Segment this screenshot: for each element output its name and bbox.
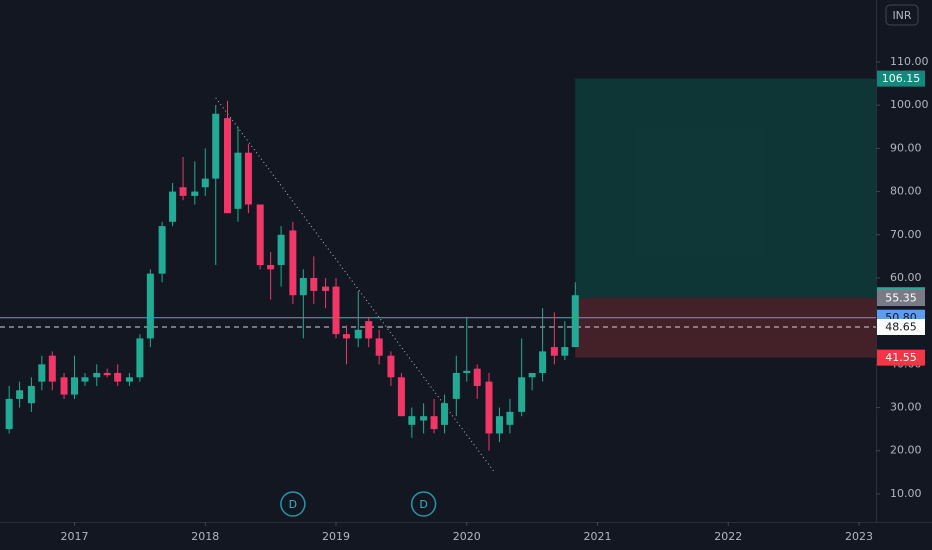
candle-body xyxy=(223,118,231,214)
x-tick-label: 2019 xyxy=(322,530,350,543)
y-tick-label: 80.00 xyxy=(890,185,922,198)
currency-label: INR xyxy=(892,9,911,22)
candle-body xyxy=(539,351,547,373)
candle-body xyxy=(463,370,471,373)
candle-body xyxy=(125,377,133,382)
candle-body xyxy=(5,398,13,430)
candle-body xyxy=(256,204,264,265)
x-tick-label: 2021 xyxy=(584,530,612,543)
candle-body xyxy=(81,377,89,382)
candle-body xyxy=(506,411,514,425)
candle-body xyxy=(452,372,460,399)
candle-body xyxy=(114,372,122,382)
y-tick-label: 10.00 xyxy=(890,487,922,500)
candle-body xyxy=(322,286,330,291)
currency-box[interactable] xyxy=(885,4,919,26)
candle-body xyxy=(387,355,395,378)
candle-body xyxy=(103,372,111,376)
candle-body xyxy=(244,152,252,205)
candle-body xyxy=(495,416,503,434)
price-label: 55.35 xyxy=(885,292,917,305)
y-tick-label: 70.00 xyxy=(890,228,922,241)
y-tick-label: 110.00 xyxy=(890,55,929,68)
candle-body xyxy=(191,191,199,196)
candle-body xyxy=(332,286,340,335)
loss-zone xyxy=(575,298,876,358)
candle-body xyxy=(16,390,24,399)
price-label-box xyxy=(877,349,925,366)
price-label: 41.55 xyxy=(885,351,917,364)
candle-body xyxy=(408,416,416,425)
candle-body xyxy=(146,273,154,339)
candle-body xyxy=(93,372,101,378)
dividend-label: D xyxy=(289,498,297,511)
candle-body xyxy=(473,368,481,386)
candle-body xyxy=(485,381,493,434)
candle-body xyxy=(48,355,56,382)
candle-body xyxy=(277,234,285,265)
candle-body xyxy=(136,338,144,378)
candle-body xyxy=(299,277,307,296)
candle-body xyxy=(212,113,220,179)
candle-body xyxy=(169,191,177,222)
dividend-marker xyxy=(410,491,437,517)
candle-body xyxy=(201,178,209,188)
candle-body xyxy=(441,403,449,425)
price-label: 48.65 xyxy=(885,320,917,333)
y-tick-label: 90.00 xyxy=(890,141,922,154)
candle-body xyxy=(71,377,79,395)
x-tick-label: 2023 xyxy=(845,530,873,543)
y-tick-label: 30.00 xyxy=(890,401,922,414)
candle-body xyxy=(365,321,373,339)
candle-body xyxy=(397,377,405,417)
candle-body xyxy=(430,416,438,430)
x-tick-label: 2017 xyxy=(61,530,89,543)
candle-body xyxy=(550,347,558,356)
y-tick-label: 60.00 xyxy=(890,271,922,284)
candle-body xyxy=(561,347,569,356)
y-tick-label: 20.00 xyxy=(890,444,922,457)
candle-body xyxy=(158,226,166,274)
x-tick-label: 2022 xyxy=(714,530,742,543)
candle-body xyxy=(234,152,242,209)
profit-zone xyxy=(575,78,876,299)
candle-body xyxy=(528,372,536,378)
candle-body xyxy=(27,385,35,404)
candle-body xyxy=(310,277,318,291)
candle-body xyxy=(38,364,46,382)
x-tick-label: 2020 xyxy=(453,530,481,543)
candle-body xyxy=(354,329,362,339)
candle-body xyxy=(342,334,350,339)
candle-body xyxy=(571,295,579,348)
price-label-box xyxy=(877,318,925,335)
candle-body xyxy=(289,230,297,296)
dividend-label: D xyxy=(419,498,427,511)
x-tick-label: 2018 xyxy=(191,530,219,543)
candle-body xyxy=(375,338,383,356)
price-label: 106.15 xyxy=(882,72,921,85)
candle-body xyxy=(518,377,526,412)
candle-body xyxy=(420,416,428,421)
y-tick-label: 100.00 xyxy=(890,98,929,111)
dividend-marker xyxy=(280,491,306,517)
candle-body xyxy=(179,187,187,196)
price-label-box xyxy=(877,290,925,307)
candle-body xyxy=(267,264,275,270)
price-label-box xyxy=(877,70,925,87)
candle-body xyxy=(60,377,68,395)
